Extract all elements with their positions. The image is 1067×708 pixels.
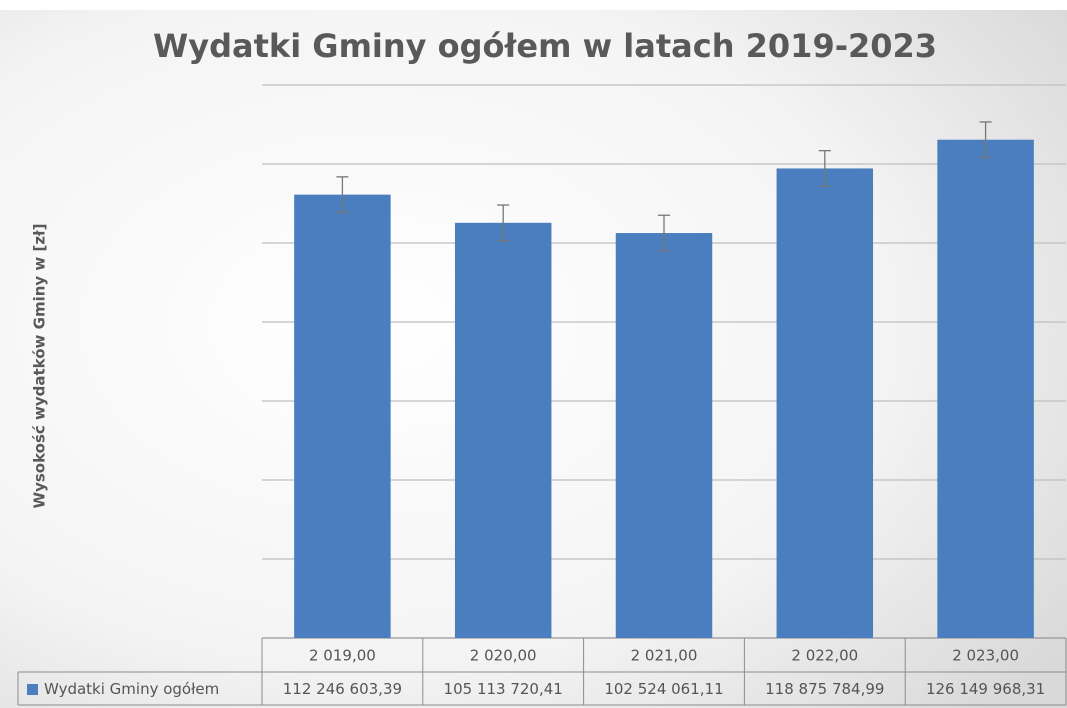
bar <box>454 222 552 638</box>
x-tick-label: 2 023,00 <box>952 647 1019 665</box>
x-tick-label: 2 022,00 <box>791 647 858 665</box>
legend-swatch <box>27 684 38 695</box>
y-axis-label: Wysokość wydatków Gminy w [zł] <box>31 224 49 509</box>
table-value: 118 875 784,99 <box>765 680 884 698</box>
chart-title: Wydatki Gminy ogółem w latach 2019-2023 <box>153 27 937 65</box>
bar <box>937 139 1034 638</box>
bar <box>615 233 713 638</box>
x-tick-label: 2 019,00 <box>309 647 376 665</box>
table-value: 105 113 720,41 <box>444 680 563 698</box>
bar <box>294 194 391 638</box>
legend-label: Wydatki Gminy ogółem <box>44 680 219 698</box>
x-tick-label: 2 021,00 <box>631 647 698 665</box>
bar <box>776 168 874 638</box>
table-value: 102 524 061,11 <box>604 680 723 698</box>
table-value: 126 149 968,31 <box>926 680 1045 698</box>
table-value: 112 246 603,39 <box>283 680 402 698</box>
x-tick-label: 2 020,00 <box>470 647 537 665</box>
